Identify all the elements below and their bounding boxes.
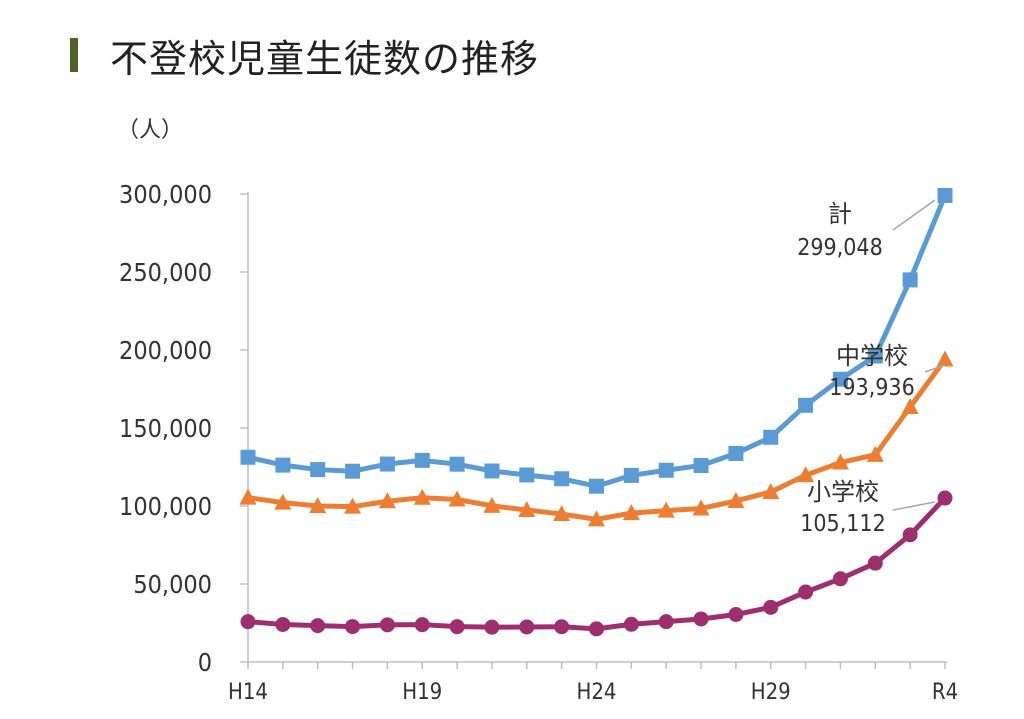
data-point bbox=[589, 621, 604, 637]
series-value-label: 193,936 bbox=[829, 375, 915, 401]
data-point bbox=[623, 616, 639, 632]
data-point bbox=[310, 618, 326, 634]
data-point bbox=[867, 348, 883, 364]
data-point bbox=[937, 490, 953, 506]
data-point bbox=[937, 187, 953, 203]
series-name-label: 小学校 bbox=[807, 478, 879, 506]
data-point bbox=[763, 429, 779, 445]
data-point bbox=[832, 371, 848, 387]
leader-line bbox=[892, 199, 936, 231]
data-point bbox=[379, 617, 395, 633]
data-point bbox=[693, 611, 709, 627]
data-point bbox=[658, 462, 674, 478]
data-point bbox=[275, 457, 291, 473]
data-point bbox=[309, 496, 327, 513]
x-tick-label: H29 bbox=[751, 680, 791, 705]
data-point bbox=[588, 510, 605, 527]
data-point bbox=[554, 471, 570, 487]
series-0 bbox=[240, 187, 953, 494]
data-point bbox=[240, 449, 256, 465]
data-point bbox=[519, 619, 535, 635]
data-point bbox=[657, 501, 675, 518]
data-point bbox=[518, 501, 536, 518]
y-axis-unit-label: （人） bbox=[117, 118, 183, 143]
data-point bbox=[798, 584, 814, 600]
data-point bbox=[239, 488, 257, 505]
data-point bbox=[798, 397, 814, 413]
data-point bbox=[345, 619, 361, 635]
data-point bbox=[240, 614, 256, 630]
data-point bbox=[866, 445, 884, 462]
series-value-label: 299,048 bbox=[797, 235, 883, 261]
data-point bbox=[797, 466, 815, 483]
data-point bbox=[414, 617, 430, 633]
series-value-label: 105,112 bbox=[800, 511, 886, 537]
data-point bbox=[622, 504, 640, 521]
series-1 bbox=[239, 350, 954, 527]
y-tick-label: 250,000 bbox=[119, 258, 212, 287]
leader-line bbox=[892, 501, 936, 511]
data-point bbox=[762, 482, 780, 499]
y-tick-label: 150,000 bbox=[119, 414, 212, 443]
x-tick-label: H19 bbox=[402, 680, 442, 705]
y-tick-label: 300,000 bbox=[119, 180, 212, 209]
y-tick-label: 0 bbox=[198, 648, 212, 677]
series-labels: 計 299,048 中学校 193,936 小学校 105,112 bbox=[797, 199, 946, 537]
y-tick-label: 100,000 bbox=[119, 492, 212, 521]
data-point bbox=[763, 599, 779, 615]
series-layer bbox=[239, 187, 954, 637]
data-point bbox=[832, 571, 848, 587]
data-point bbox=[831, 453, 849, 470]
series-2 bbox=[240, 490, 953, 637]
data-point bbox=[901, 398, 919, 415]
data-point bbox=[448, 490, 466, 507]
chart-title: 不登校児童生徒数の推移 bbox=[110, 37, 540, 81]
x-tick-label: H24 bbox=[576, 680, 616, 705]
data-point bbox=[310, 462, 326, 478]
series-name-label: 計 bbox=[828, 200, 852, 228]
data-point bbox=[519, 467, 535, 483]
data-point bbox=[449, 619, 465, 635]
data-point bbox=[902, 272, 918, 288]
data-point bbox=[413, 488, 431, 505]
data-point bbox=[867, 555, 883, 571]
data-point bbox=[554, 619, 570, 635]
data-point bbox=[658, 614, 674, 630]
x-tick-label: R4 bbox=[932, 680, 958, 705]
data-point bbox=[728, 445, 744, 461]
data-point bbox=[484, 619, 500, 635]
data-point bbox=[449, 456, 465, 472]
data-point bbox=[623, 467, 639, 483]
data-point bbox=[936, 350, 954, 367]
data-point bbox=[693, 457, 709, 473]
data-point bbox=[728, 607, 744, 623]
y-tick-label: 200,000 bbox=[119, 336, 212, 365]
axes: 0 50,000 100,000 150,000 200,000 250,000 300,0… bbox=[119, 180, 958, 705]
data-point bbox=[692, 499, 710, 516]
x-tick-label: H14 bbox=[228, 680, 268, 705]
data-point bbox=[727, 491, 745, 508]
series-name-label: 中学校 bbox=[836, 342, 908, 370]
data-point bbox=[378, 492, 396, 509]
data-point bbox=[553, 505, 571, 522]
data-point bbox=[589, 478, 604, 494]
data-point bbox=[275, 616, 291, 632]
y-tick-label: 50,000 bbox=[133, 570, 212, 599]
data-point bbox=[344, 497, 362, 514]
data-point bbox=[345, 463, 361, 479]
data-point bbox=[274, 493, 292, 510]
data-point bbox=[902, 527, 918, 543]
leader-line bbox=[924, 364, 946, 373]
data-point bbox=[484, 463, 500, 479]
data-point bbox=[414, 452, 430, 468]
title-accent-bar bbox=[70, 38, 78, 72]
data-point bbox=[483, 496, 501, 513]
data-point bbox=[379, 456, 395, 472]
